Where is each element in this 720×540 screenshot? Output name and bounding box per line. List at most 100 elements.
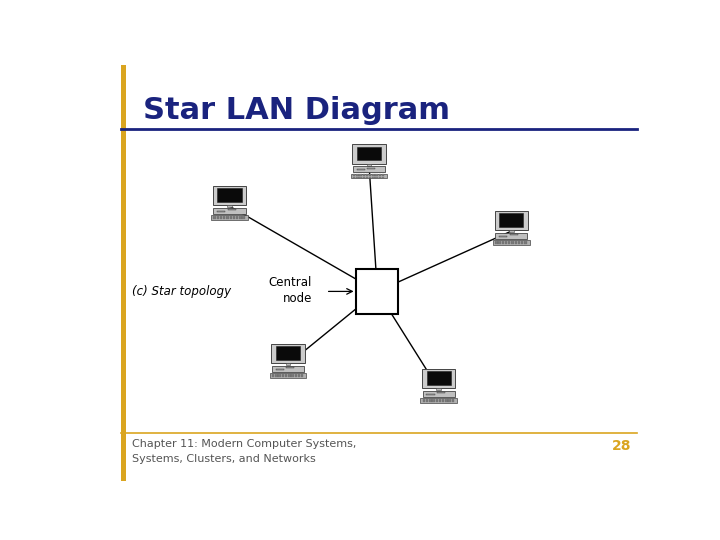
Bar <box>379 177 381 178</box>
Bar <box>521 242 523 243</box>
Bar <box>426 400 428 401</box>
Bar <box>436 401 438 402</box>
Bar <box>217 188 241 201</box>
Bar <box>239 217 242 218</box>
Bar <box>353 176 356 177</box>
Bar <box>511 241 513 242</box>
Bar <box>511 243 513 244</box>
Bar <box>272 375 274 376</box>
Bar <box>217 218 219 219</box>
Bar <box>356 268 398 314</box>
Bar <box>438 401 441 402</box>
Bar <box>294 376 297 377</box>
Bar <box>524 241 526 242</box>
Bar <box>442 400 444 401</box>
Bar <box>369 177 372 178</box>
Bar <box>505 242 508 243</box>
Bar <box>279 374 281 375</box>
Bar <box>239 218 242 219</box>
Bar <box>375 176 378 177</box>
Bar <box>230 216 232 217</box>
Bar <box>449 399 451 400</box>
Bar <box>282 375 284 376</box>
Bar <box>220 217 222 218</box>
Bar <box>298 376 300 377</box>
Bar <box>213 208 246 214</box>
Bar <box>301 376 303 377</box>
Bar <box>356 176 359 177</box>
Bar <box>286 363 290 365</box>
Bar <box>495 241 498 242</box>
Bar <box>524 242 526 243</box>
Bar <box>499 213 523 227</box>
Bar <box>213 217 216 218</box>
Bar <box>366 176 368 177</box>
Bar <box>294 374 297 375</box>
Bar <box>423 400 425 401</box>
Bar <box>287 367 294 368</box>
Bar <box>276 346 300 360</box>
Bar <box>509 230 513 232</box>
Bar <box>275 376 278 377</box>
Bar <box>515 243 517 244</box>
Bar <box>445 399 448 400</box>
Bar <box>369 174 372 175</box>
Bar <box>449 400 451 401</box>
Bar <box>279 375 281 376</box>
Bar <box>213 186 246 205</box>
Bar <box>356 174 359 175</box>
Bar <box>502 241 504 242</box>
Bar <box>442 401 444 402</box>
Bar <box>276 369 284 370</box>
Bar <box>272 374 274 375</box>
Bar <box>427 372 451 384</box>
Bar <box>420 398 457 402</box>
Bar <box>372 174 374 175</box>
Bar <box>213 216 216 217</box>
Bar <box>436 399 438 400</box>
Bar <box>502 243 504 244</box>
Bar <box>270 373 307 377</box>
Bar <box>451 401 454 402</box>
Bar <box>449 401 451 402</box>
Bar <box>423 399 425 400</box>
Bar <box>498 242 501 243</box>
Bar <box>498 241 501 242</box>
Bar <box>426 401 428 402</box>
Bar <box>451 400 454 401</box>
Bar <box>236 218 238 219</box>
Bar <box>353 174 356 175</box>
Bar <box>369 176 372 177</box>
Bar <box>217 216 219 217</box>
Bar <box>351 174 387 178</box>
Bar <box>275 375 278 376</box>
Bar <box>508 242 510 243</box>
Bar <box>352 144 386 164</box>
Bar <box>379 176 381 177</box>
Bar <box>366 164 372 166</box>
Bar <box>233 217 235 218</box>
Bar <box>223 218 225 219</box>
Bar <box>243 218 245 219</box>
Bar <box>230 217 232 218</box>
Bar <box>375 177 378 178</box>
Bar <box>363 177 365 178</box>
Text: node: node <box>282 292 312 306</box>
Bar <box>301 374 303 375</box>
Bar <box>272 366 305 372</box>
Bar <box>366 174 368 175</box>
Bar <box>436 388 441 390</box>
Bar <box>372 176 374 177</box>
Bar <box>521 243 523 244</box>
Bar <box>510 234 518 235</box>
Bar <box>372 177 374 178</box>
Bar <box>429 400 431 401</box>
Bar <box>432 400 435 401</box>
Bar <box>230 218 232 219</box>
Bar <box>438 400 441 401</box>
Bar <box>285 374 287 375</box>
Bar <box>438 399 441 400</box>
Text: Systems, Clusters, and Networks: Systems, Clusters, and Networks <box>132 454 315 464</box>
Bar <box>432 401 435 402</box>
Bar <box>495 233 528 239</box>
